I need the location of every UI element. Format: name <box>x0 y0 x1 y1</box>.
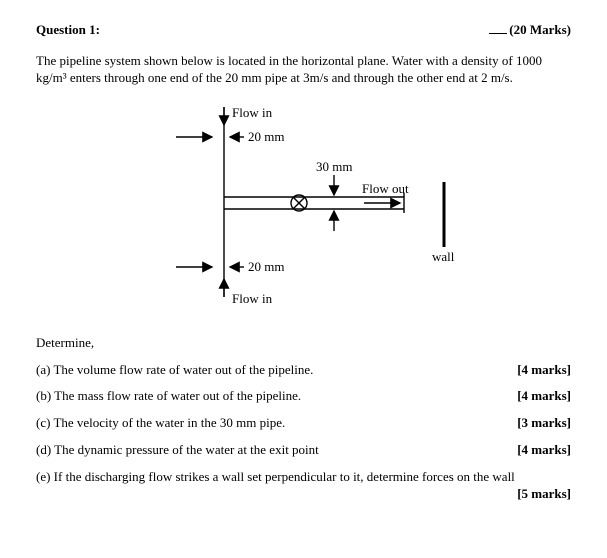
total-marks-text: (20 Marks) <box>509 22 571 39</box>
figure-container: Flow in 20 mm 30 mm Flow out 20 mm Flow … <box>36 97 571 317</box>
question-a-text: (a) The volume flow rate of water out of… <box>36 362 313 379</box>
question-b-text: (b) The mass flow rate of water out of t… <box>36 388 301 405</box>
blank-line <box>489 33 507 34</box>
wall-label: wall <box>432 249 455 264</box>
dia-bottom-label: 20 mm <box>248 259 284 274</box>
total-marks: (20 Marks) <box>489 22 571 39</box>
dia-large-label: 30 mm <box>316 159 352 174</box>
question-c-text: (c) The velocity of the water in the 30 … <box>36 415 285 432</box>
flow-in-bottom-label: Flow in <box>232 291 273 306</box>
flow-in-top-label: Flow in <box>232 105 273 120</box>
determine-label: Determine, <box>36 335 571 352</box>
question-e-text: (e) If the discharging flow strikes a wa… <box>36 469 515 484</box>
question-c-marks: [3 marks] <box>497 415 571 432</box>
problem-statement: The pipeline system shown below is locat… <box>36 53 571 87</box>
question-a-marks: [4 marks] <box>497 362 571 379</box>
question-e-marks: [5 marks] <box>497 486 571 501</box>
dia-top-label: 20 mm <box>248 129 284 144</box>
question-d-text: (d) The dynamic pressure of the water at… <box>36 442 319 459</box>
pipeline-figure: Flow in 20 mm 30 mm Flow out 20 mm Flow … <box>104 97 504 317</box>
flow-out-label: Flow out <box>362 181 409 196</box>
question-b-marks: [4 marks] <box>497 388 571 405</box>
question-label: Question 1: <box>36 22 100 39</box>
question-d-marks: [4 marks] <box>497 442 571 459</box>
